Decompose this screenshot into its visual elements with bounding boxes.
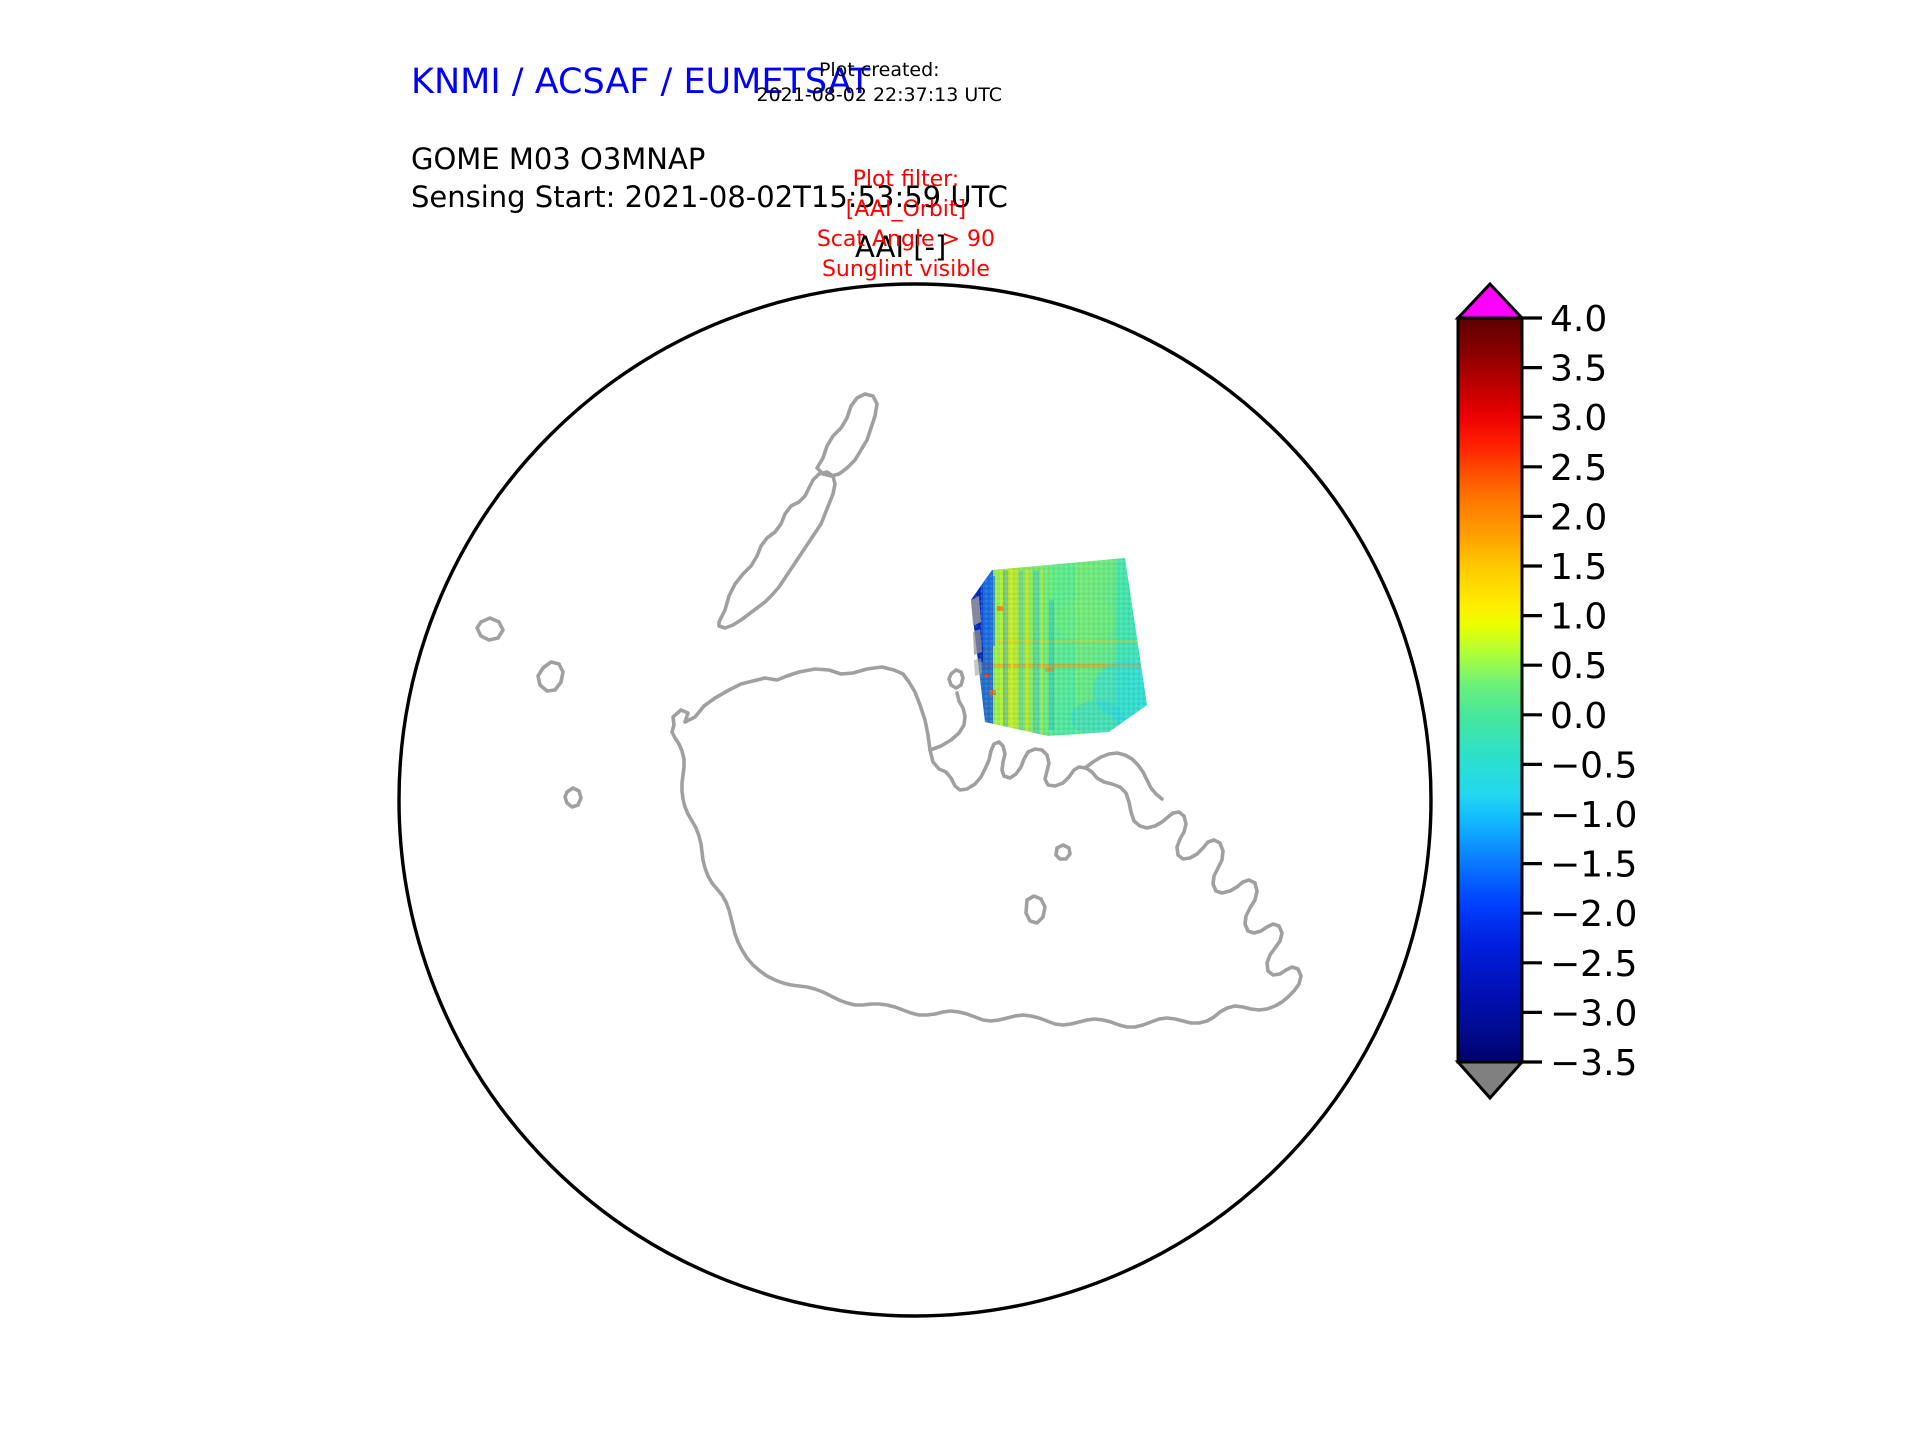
globe-limb-circle [397, 282, 1433, 1318]
coastline-nz-south [717, 470, 837, 630]
cb-label-9: −0.5 [1550, 745, 1637, 786]
coastline-island-ross [947, 668, 965, 690]
map-plot-area [385, 270, 1445, 1330]
cb-label-3: 2.5 [1550, 448, 1607, 489]
quantity-label: AAI [-] [855, 230, 947, 264]
organisation-title: KNMI / ACSAF / EUMETSAT [411, 62, 871, 102]
cb-label-4: 2.0 [1550, 497, 1607, 538]
coastline-antarctica [670, 665, 1303, 1029]
plot-created-heading: Plot created: [818, 59, 940, 81]
coastline-island-small-west [563, 786, 583, 809]
cb-label-10: −1.0 [1550, 795, 1637, 836]
cb-label-12: −2.0 [1550, 894, 1637, 935]
colorbar-over-arrow [1454, 282, 1526, 320]
cb-label-7: 0.5 [1550, 646, 1607, 687]
data-swath [971, 558, 1147, 736]
coastline-australia-limb [475, 616, 505, 642]
sensing-start: Sensing Start: 2021-08-02T15:53:59 UTC [411, 180, 1008, 214]
coastline-south-america [1357, 1097, 1431, 1272]
globe-disc [399, 284, 1431, 1316]
colorbar-ticks [1522, 316, 1542, 1064]
plot-filter-name: [AAI_Orbit] [845, 197, 967, 222]
plot-filter-heading: Plot filter: [852, 167, 960, 192]
plot-filter-sunglint: Sunglint visible [821, 257, 990, 282]
colorbar-svg: 4.0 3.5 3.0 2.5 2.0 1.5 1.0 0.5 0.0 −0.5… [1454, 282, 1637, 1101]
cb-label-14: −3.0 [1550, 993, 1637, 1034]
coastline-island-bay [1024, 894, 1047, 925]
polar-projection-svg [397, 282, 1433, 1318]
colorbar-tick-labels: 4.0 3.5 3.0 2.5 2.0 1.5 1.0 0.5 0.0 −0.5… [1550, 299, 1637, 1084]
cb-label-1: 3.5 [1550, 349, 1607, 390]
cb-label-8: 0.0 [1550, 696, 1607, 737]
plot-created-timestamp: 2021-08-02 22:37:13 UTC [756, 84, 1003, 106]
plot-created-block: Plot created: 2021-08-02 22:37:13 UTC [757, 58, 1003, 108]
cb-label-11: −1.5 [1550, 845, 1637, 886]
cb-label-13: −2.5 [1550, 944, 1637, 985]
product-info-block: GOME M03 O3MNAP Sensing Start: 2021-08-0… [411, 140, 1008, 216]
coastline-tasmania [536, 660, 565, 693]
coastline-ross-notch [928, 691, 967, 752]
colorbar: 4.0 3.5 3.0 2.5 2.0 1.5 1.0 0.5 0.0 −0.5… [1438, 282, 1668, 1302]
plot-filter-scat-angle: Scat Angle > 90 [816, 227, 995, 252]
cb-label-0: 4.0 [1550, 299, 1607, 340]
cb-label-15: −3.5 [1550, 1043, 1637, 1084]
colorbar-under-arrow [1454, 1060, 1526, 1101]
cb-label-2: 3.0 [1550, 398, 1607, 439]
colorbar-gradient-bar [1456, 316, 1524, 1064]
cb-label-5: 1.5 [1550, 547, 1607, 588]
plot-filter-block: Plot filter: [AAI_Orbit] Scat Angle > 90… [817, 165, 995, 285]
coastline-peninsula-detail [1083, 751, 1164, 801]
coastline-falkland [1314, 1189, 1338, 1215]
coastline-nz-north [815, 392, 879, 478]
product-name: GOME M03 O3MNAP [411, 142, 706, 176]
cb-label-6: 1.0 [1550, 597, 1607, 638]
coastline-island-ross-inner [1054, 843, 1072, 861]
